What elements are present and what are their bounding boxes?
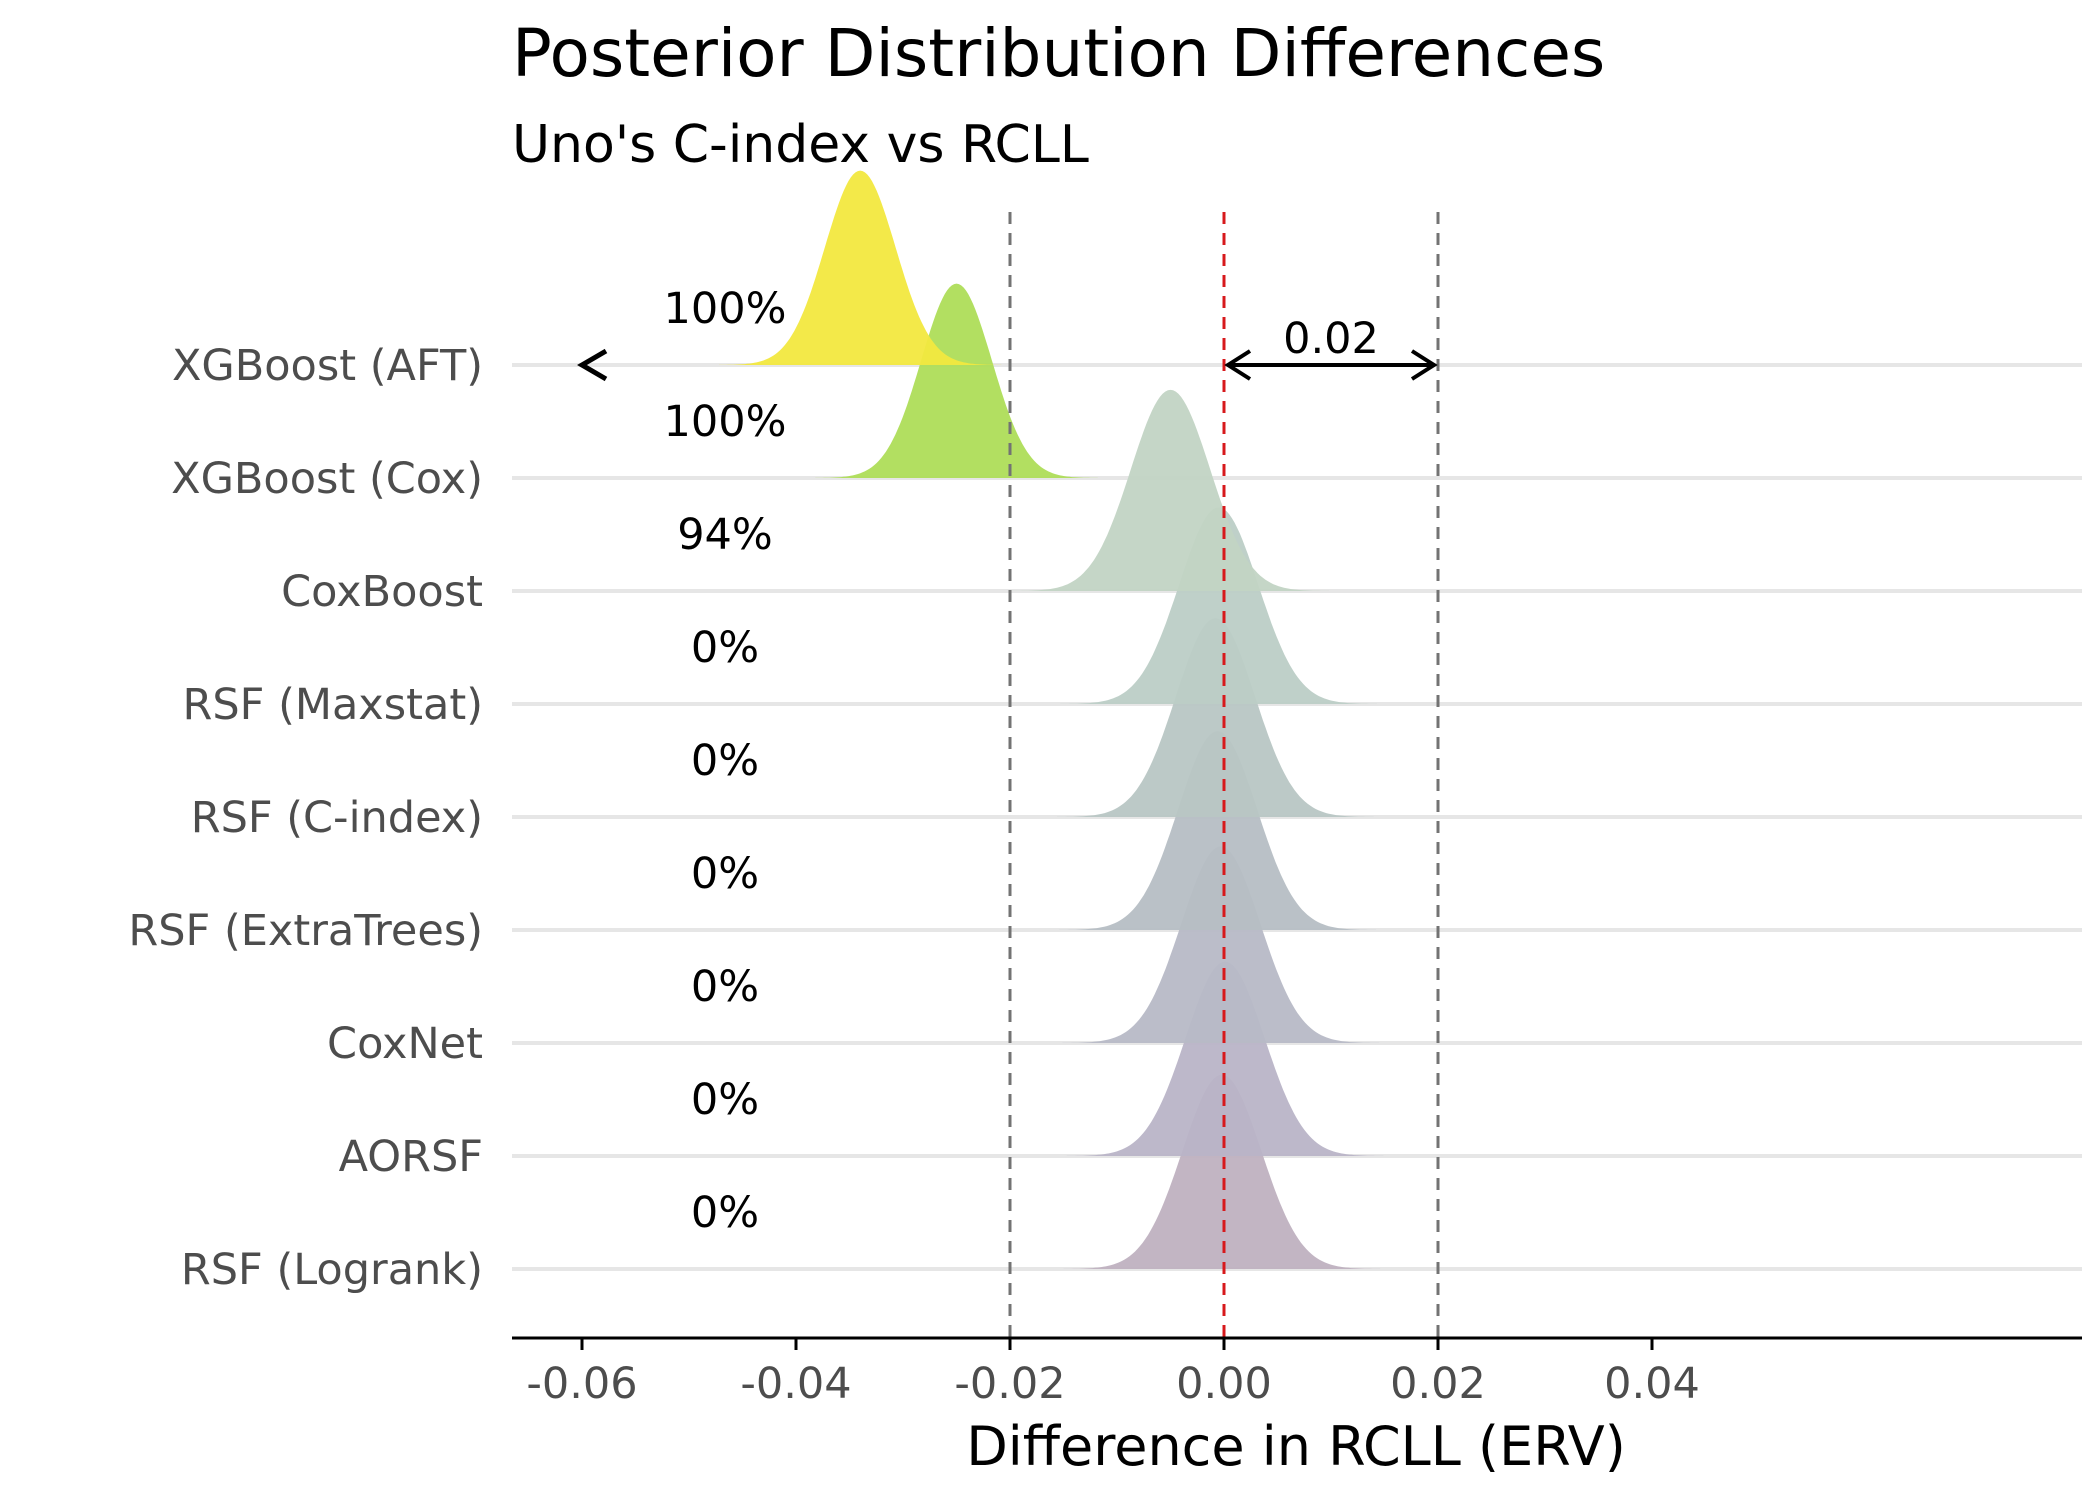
probability-labels: 100% 100% 94% 0% 0% 0% 0% 0% 0% [664,284,787,1238]
chart-title: Posterior Distribution Differences [512,15,1605,92]
probability-label: 0% [691,1188,759,1238]
x-tick-label: -0.04 [740,1359,851,1409]
category-label: RSF (ExtraTrees) [128,906,483,956]
x-tick-label: -0.06 [526,1359,637,1409]
x-tick-label: 0.00 [1176,1359,1272,1409]
category-label: RSF (Maxstat) [183,680,484,730]
category-label: CoxNet [327,1019,483,1069]
category-label: CoxBoost [281,567,483,617]
category-label: RSF (C-index) [191,793,483,843]
category-label: XGBoost (Cox) [171,454,483,504]
probability-label: 0% [691,962,759,1012]
density-ridge [719,170,1002,365]
arrow-head-left [1224,349,1252,381]
category-label: AORSF [339,1132,483,1182]
x-tick-label: 0.02 [1390,1359,1486,1409]
x-tick-label: -0.02 [954,1359,1065,1409]
rope-width-label: 0.02 [1283,314,1379,364]
category-label: XGBoost (AFT) [172,341,483,391]
x-axis: -0.06 -0.04 -0.02 0.00 0.02 0.04 [512,1336,2082,1409]
density-ridge [1057,618,1374,817]
chart-subtitle: Uno's C-index vs RCLL [512,115,1089,175]
x-tick-label: 0.04 [1604,1359,1700,1409]
probability-label: 0% [691,849,759,899]
probability-label: 0% [691,1075,759,1125]
density-ridge [1062,846,1380,1043]
probability-label: 100% [664,284,787,334]
left-arrow-marker [577,348,608,382]
density-ridge [815,283,1098,478]
category-label: RSF (Logrank) [181,1245,483,1295]
density-ridge [1063,1074,1381,1269]
rope-annotation: 0.02 [577,314,1438,382]
x-axis-title: Difference in RCLL (ERV) [966,1415,1626,1478]
density-ridge [1059,731,1376,930]
probability-label: 94% [677,510,773,560]
probability-label: 0% [691,623,759,673]
density-ridge [1060,507,1377,704]
density-ridge [1012,389,1329,591]
arrow-head-right [1410,349,1438,381]
probability-label: 0% [691,736,759,786]
category-labels: XGBoost (AFT) XGBoost (Cox) CoxBoost RSF (M… [128,341,483,1295]
probability-label: 100% [664,397,787,447]
